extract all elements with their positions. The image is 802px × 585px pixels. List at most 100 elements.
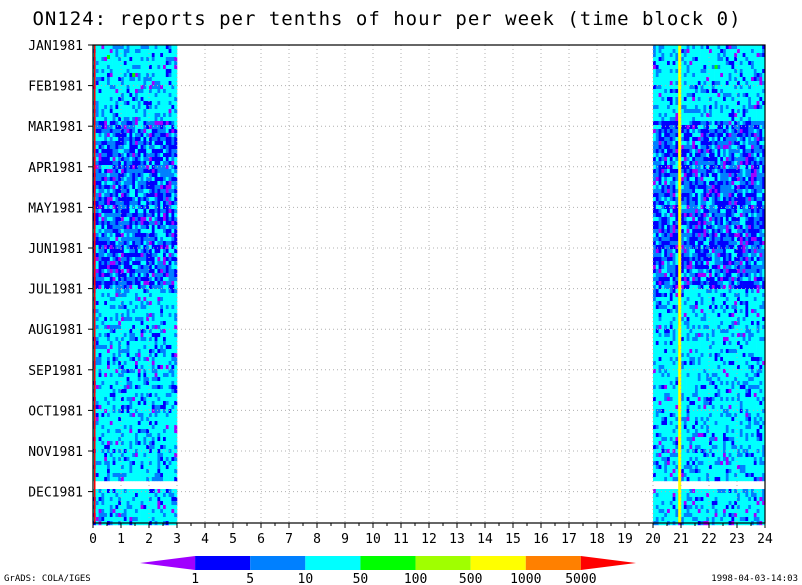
heatmap-cell xyxy=(168,429,172,434)
heatmap-cell xyxy=(658,57,662,62)
heatmap-cell xyxy=(107,97,111,102)
heatmap-cell xyxy=(661,45,665,50)
heatmap-cell xyxy=(115,201,119,206)
heatmap-cell xyxy=(742,81,746,86)
heatmap-cell xyxy=(753,65,757,70)
heatmap-cell xyxy=(104,281,108,286)
heatmap-cell xyxy=(157,381,161,386)
heatmap-cell xyxy=(655,181,659,186)
heatmap-cell xyxy=(720,157,724,162)
heatmap-cell xyxy=(112,337,116,342)
heatmap-cell xyxy=(107,65,111,70)
heatmap-cell xyxy=(95,281,99,286)
heatmap-cell xyxy=(160,345,164,350)
heatmap-cell xyxy=(661,161,665,166)
heatmap-cell xyxy=(751,69,755,74)
heatmap-cell xyxy=(168,433,172,438)
heatmap-cell xyxy=(154,277,158,282)
heatmap-cell xyxy=(160,209,164,214)
heatmap-cell xyxy=(711,113,715,118)
heatmap-cell xyxy=(683,81,687,86)
heatmap-cell xyxy=(135,489,139,494)
heatmap-cell xyxy=(149,129,153,134)
heatmap-cell xyxy=(118,177,122,182)
heatmap-cell xyxy=(658,137,662,142)
heatmap-cell xyxy=(146,477,150,482)
heatmap-cell xyxy=(129,517,133,522)
heatmap-cell xyxy=(126,289,130,294)
heatmap-cell xyxy=(115,429,119,434)
heatmap-cell xyxy=(121,445,125,450)
heatmap-cell xyxy=(174,65,178,70)
heatmap-cell xyxy=(709,73,713,78)
heatmap-cell xyxy=(137,113,141,118)
heatmap-cell xyxy=(115,301,119,306)
heatmap-cell xyxy=(762,141,766,146)
heatmap-cell xyxy=(95,85,99,90)
heatmap-cell xyxy=(739,141,743,146)
heatmap-cell xyxy=(109,177,113,182)
heatmap-cell xyxy=(171,45,175,50)
heatmap-cell xyxy=(723,93,727,98)
heatmap-cell xyxy=(140,417,144,422)
heatmap-cell xyxy=(669,129,673,134)
heatmap-cell xyxy=(149,501,153,506)
heatmap-cell xyxy=(174,197,178,202)
heatmap-cell xyxy=(146,77,150,82)
heatmap-cell xyxy=(121,361,125,366)
heatmap-cell xyxy=(107,69,111,74)
heatmap-cell xyxy=(692,57,696,62)
heatmap-cell xyxy=(703,161,707,166)
heatmap-cell xyxy=(731,169,735,174)
heatmap-cell xyxy=(101,141,105,146)
heatmap-cell xyxy=(123,317,127,322)
heatmap-cell xyxy=(171,309,175,314)
heatmap-cell xyxy=(140,149,144,154)
heatmap-cell xyxy=(163,333,167,338)
heatmap-cell xyxy=(151,501,155,506)
heatmap-cell xyxy=(140,433,144,438)
heatmap-cell xyxy=(126,237,130,242)
heatmap-cell xyxy=(154,337,158,342)
heatmap-cell xyxy=(123,133,127,138)
heatmap-cell xyxy=(728,161,732,166)
heatmap-cell xyxy=(734,117,738,122)
heatmap-cell xyxy=(689,177,693,182)
heatmap-cell xyxy=(154,153,158,158)
heatmap-cell xyxy=(669,157,673,162)
heatmap-cell xyxy=(101,397,105,402)
heatmap-cell xyxy=(171,109,175,114)
heatmap-cell xyxy=(98,165,102,170)
heatmap-cell xyxy=(129,381,133,386)
heatmap-cell xyxy=(728,185,732,190)
heatmap-cell xyxy=(135,477,139,482)
heatmap-cell xyxy=(745,133,749,138)
heatmap-cell xyxy=(126,369,130,374)
heatmap-cell xyxy=(129,465,133,470)
heatmap-cell xyxy=(143,489,147,494)
heatmap-cell xyxy=(109,137,113,142)
heatmap-cell xyxy=(165,493,169,498)
heatmap-cell xyxy=(171,169,175,174)
heatmap-cell xyxy=(95,473,99,478)
heatmap-cell xyxy=(681,45,685,50)
heatmap-cell xyxy=(160,185,164,190)
heatmap-cell xyxy=(101,245,105,250)
heatmap-cell xyxy=(697,49,701,54)
heatmap-cell xyxy=(160,401,164,406)
heatmap-cell xyxy=(168,301,172,306)
heatmap-cell xyxy=(686,165,690,170)
heatmap-cell xyxy=(157,269,161,274)
heatmap-cell xyxy=(689,105,693,110)
heatmap-cell xyxy=(118,101,122,106)
heatmap-cell xyxy=(672,149,676,154)
heatmap-cell xyxy=(689,65,693,70)
heatmap-cell xyxy=(174,97,178,102)
heatmap-cell xyxy=(149,473,153,478)
heatmap-cell xyxy=(163,501,167,506)
heatmap-cell xyxy=(143,49,147,54)
heatmap-cell xyxy=(171,313,175,318)
heatmap-cell xyxy=(109,209,113,214)
heatmap-cell xyxy=(655,189,659,194)
heatmap-cell xyxy=(126,133,130,138)
